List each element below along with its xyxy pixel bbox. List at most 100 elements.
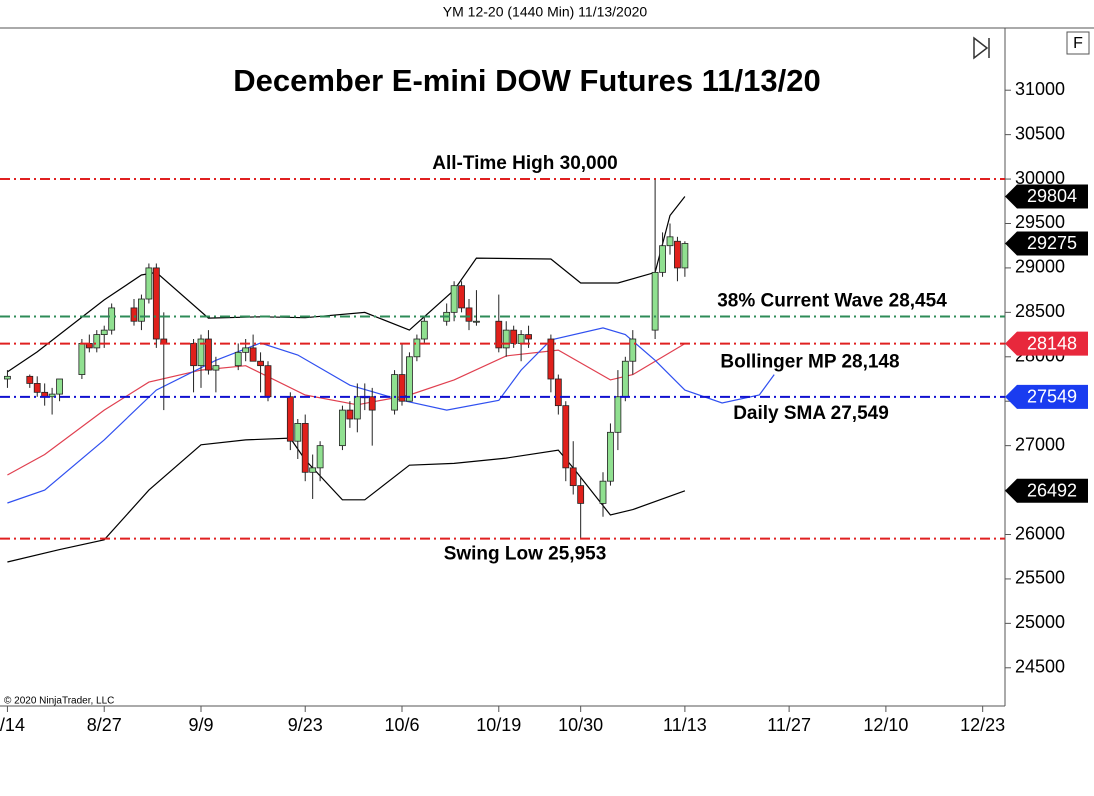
x-tick-label: 10/6 — [384, 715, 419, 735]
level-label: Bollinger MP 28,148 — [720, 352, 899, 373]
price-marker — [1005, 331, 1088, 356]
price-marker-label: 29804 — [1027, 186, 1077, 206]
candle-body — [145, 267, 153, 300]
header: YM 12-20 (1440 Min) 11/13/2020 — [443, 4, 648, 20]
candle-body — [138, 298, 145, 322]
level-label: All-Time High 30,000 — [432, 153, 618, 174]
candle-body — [242, 347, 250, 353]
candle-body — [391, 374, 398, 411]
candle-body — [562, 405, 570, 469]
y-tick-label: 25000 — [1015, 612, 1065, 632]
candle-body — [450, 285, 458, 313]
price-marker-label: 29275 — [1027, 233, 1077, 253]
candle-body — [614, 396, 622, 433]
candle-body — [569, 467, 577, 487]
candle-body — [525, 334, 532, 340]
candle-body — [666, 236, 674, 247]
price-marker-label: 28148 — [1027, 333, 1077, 353]
indicator-line — [7, 327, 775, 504]
y-tick-label: 30500 — [1015, 123, 1065, 143]
candle-body — [249, 347, 257, 362]
candle-body — [473, 320, 480, 323]
play-icon[interactable] — [973, 36, 990, 60]
candle-body — [56, 378, 63, 395]
candle-body — [108, 307, 116, 331]
y-tick-label: 31000 — [1015, 79, 1065, 99]
candle-body — [190, 343, 197, 367]
y-tick-label: 26000 — [1015, 523, 1065, 543]
x-tick-label: 12/10 — [863, 715, 908, 735]
candle-body — [33, 383, 41, 393]
candle-body — [264, 365, 272, 398]
y-tick-label: 29500 — [1015, 212, 1065, 232]
price-marker-label: 26492 — [1027, 481, 1077, 501]
candle-body — [309, 467, 317, 473]
candle-body — [316, 445, 324, 469]
plot-area — [0, 178, 1005, 563]
price-marker-label: 27549 — [1027, 387, 1077, 407]
candle-body — [406, 356, 413, 402]
candle-body — [659, 245, 666, 273]
y-tick-label: 25500 — [1015, 568, 1065, 588]
candle-body — [100, 329, 108, 335]
x-tick-label: 10/30 — [558, 715, 603, 735]
candle-body — [197, 338, 205, 367]
level-label: Daily SMA 27,549 — [733, 403, 889, 424]
candle-body — [554, 378, 562, 407]
candle-body — [301, 423, 309, 473]
price-marker — [1005, 231, 1088, 256]
f-button[interactable] — [1066, 31, 1090, 55]
candle-body — [286, 396, 294, 442]
x-tick-label: 9/23 — [288, 715, 323, 735]
candle-body — [368, 396, 376, 411]
candle-body — [257, 360, 264, 367]
y-tick-label: 30000 — [1015, 168, 1065, 188]
candle-body — [458, 285, 465, 309]
candle-body — [4, 375, 11, 380]
price-marker — [1005, 184, 1088, 209]
candle-body — [465, 307, 473, 322]
candle-body — [547, 338, 555, 380]
y-tick-label: 27000 — [1015, 434, 1065, 454]
candle-body — [130, 307, 138, 322]
candle-body — [346, 409, 354, 420]
candle-body — [495, 320, 503, 349]
candle-body — [339, 409, 346, 447]
candle-body — [353, 396, 361, 420]
x-tick-label: 12/23 — [960, 715, 1005, 735]
candle-body — [629, 338, 637, 362]
indicator-line — [7, 196, 686, 373]
candle-body — [234, 351, 242, 367]
candle-body — [577, 485, 585, 504]
candle-body — [420, 320, 428, 340]
y-tick-label: 24500 — [1015, 657, 1065, 677]
x-tick-label: 11/13 — [663, 715, 707, 735]
level-label: 38% Current Wave 28,454 — [717, 290, 947, 311]
x-tick-label: 11/27 — [767, 715, 811, 735]
candle-body — [502, 329, 510, 349]
candle-body — [681, 243, 689, 269]
candle-body — [621, 360, 629, 398]
copyright: © 2020 NinjaTrader, LLC — [4, 696, 114, 707]
candle-body — [413, 338, 421, 358]
price-marker — [1005, 478, 1088, 503]
candle-body — [48, 393, 56, 398]
chart-title: December E-mini DOW Futures 11/13/20 — [233, 63, 821, 98]
candle-body — [674, 240, 681, 269]
candle-body — [517, 334, 525, 344]
x-tick-label: 9/9 — [188, 715, 213, 735]
candle-body — [607, 431, 614, 482]
f-button-label: F — [1073, 35, 1083, 52]
level-label: Swing Low 25,953 — [444, 544, 607, 565]
candle-body — [294, 423, 302, 442]
candle-body — [651, 271, 659, 331]
indicator-line — [7, 437, 686, 563]
x-tick-label: 8/14 — [0, 715, 25, 735]
price-marker — [1005, 384, 1088, 409]
y-tick-label: 28500 — [1015, 301, 1065, 321]
candle-body — [510, 329, 518, 344]
candle-body — [398, 374, 406, 402]
